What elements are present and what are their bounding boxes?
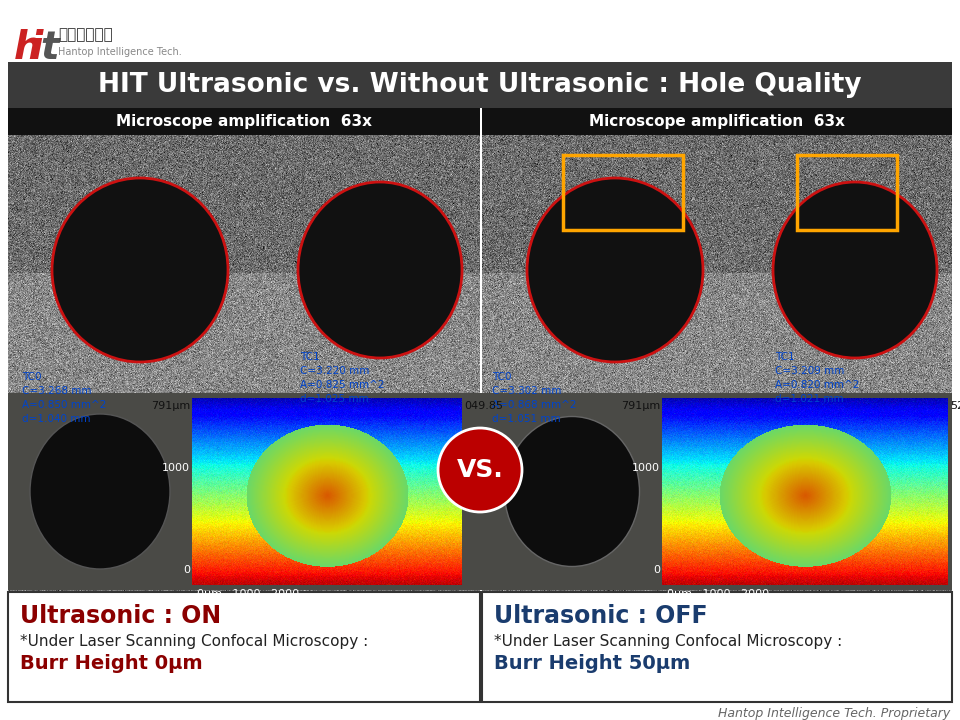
- Text: Burr Height 50μm: Burr Height 50μm: [494, 654, 690, 673]
- Circle shape: [438, 428, 522, 512]
- Bar: [8, 62, 952, 108]
- Text: h: h: [14, 29, 41, 67]
- Ellipse shape: [527, 178, 703, 362]
- Text: 0: 0: [653, 565, 660, 575]
- Ellipse shape: [773, 182, 937, 358]
- Ellipse shape: [52, 178, 228, 362]
- Text: Microscope amplification  63x: Microscope amplification 63x: [589, 114, 845, 129]
- Text: 049.85: 049.85: [464, 401, 503, 411]
- Text: Ultrasonic : OFF: Ultrasonic : OFF: [494, 604, 708, 628]
- Text: Hantop Intelligence Tech. Proprietary: Hantop Intelligence Tech. Proprietary: [718, 708, 950, 720]
- Text: Burr Height 0μm: Burr Height 0μm: [20, 654, 203, 673]
- Bar: [563, 155, 683, 230]
- Text: Microscope amplification  63x: Microscope amplification 63x: [116, 114, 372, 129]
- Bar: [8, 108, 480, 135]
- Text: 523.41: 523.41: [950, 401, 960, 411]
- Text: *Under Laser Scanning Confocal Microscopy :: *Under Laser Scanning Confocal Microscop…: [494, 634, 842, 649]
- Bar: [482, 592, 952, 702]
- Text: 1000: 1000: [632, 463, 660, 473]
- Ellipse shape: [505, 416, 639, 567]
- Text: *Under Laser Scanning Confocal Microscopy :: *Under Laser Scanning Confocal Microscop…: [20, 634, 369, 649]
- Bar: [797, 155, 897, 230]
- Bar: [8, 592, 480, 702]
- Ellipse shape: [30, 414, 170, 569]
- Text: 1000: 1000: [162, 463, 190, 473]
- Text: 0: 0: [183, 565, 190, 575]
- Text: TC0
C=3.268 mm
A=0.850 mm^2
d=1.040 mm: TC0 C=3.268 mm A=0.850 mm^2 d=1.040 mm: [22, 372, 107, 424]
- Text: TC1
C=3.220 mm
A=0.825 mm^2
d=1.025 mm: TC1 C=3.220 mm A=0.825 mm^2 d=1.025 mm: [300, 352, 385, 404]
- Text: VS.: VS.: [457, 458, 503, 482]
- Bar: [482, 108, 952, 135]
- Text: 791μm: 791μm: [151, 401, 190, 411]
- Text: 791μm: 791μm: [621, 401, 660, 411]
- Text: Ultrasonic : ON: Ultrasonic : ON: [20, 604, 221, 628]
- Text: 0μm   1000   2000: 0μm 1000 2000: [197, 589, 300, 599]
- Ellipse shape: [298, 182, 462, 358]
- Text: Hantop Intelligence Tech.: Hantop Intelligence Tech.: [58, 47, 181, 57]
- Text: TC0
C=3.302 mm
A=0.868 mm^2
d=1.051 mm: TC0 C=3.302 mm A=0.868 mm^2 d=1.051 mm: [492, 372, 577, 424]
- Text: HIT Ultrasonic vs. Without Ultrasonic : Hole Quality: HIT Ultrasonic vs. Without Ultrasonic : …: [98, 72, 862, 98]
- Text: i: i: [30, 29, 43, 67]
- Text: 0μm   1000   2000: 0μm 1000 2000: [667, 589, 769, 599]
- Bar: [8, 393, 952, 590]
- Text: TC1
C=3.209 mm
A=0.820 mm^2
d=1.021 mm: TC1 C=3.209 mm A=0.820 mm^2 d=1.021 mm: [775, 352, 859, 404]
- Text: t: t: [40, 29, 59, 67]
- Text: 汉鼎智慧科技: 汉鼎智慧科技: [58, 27, 112, 42]
